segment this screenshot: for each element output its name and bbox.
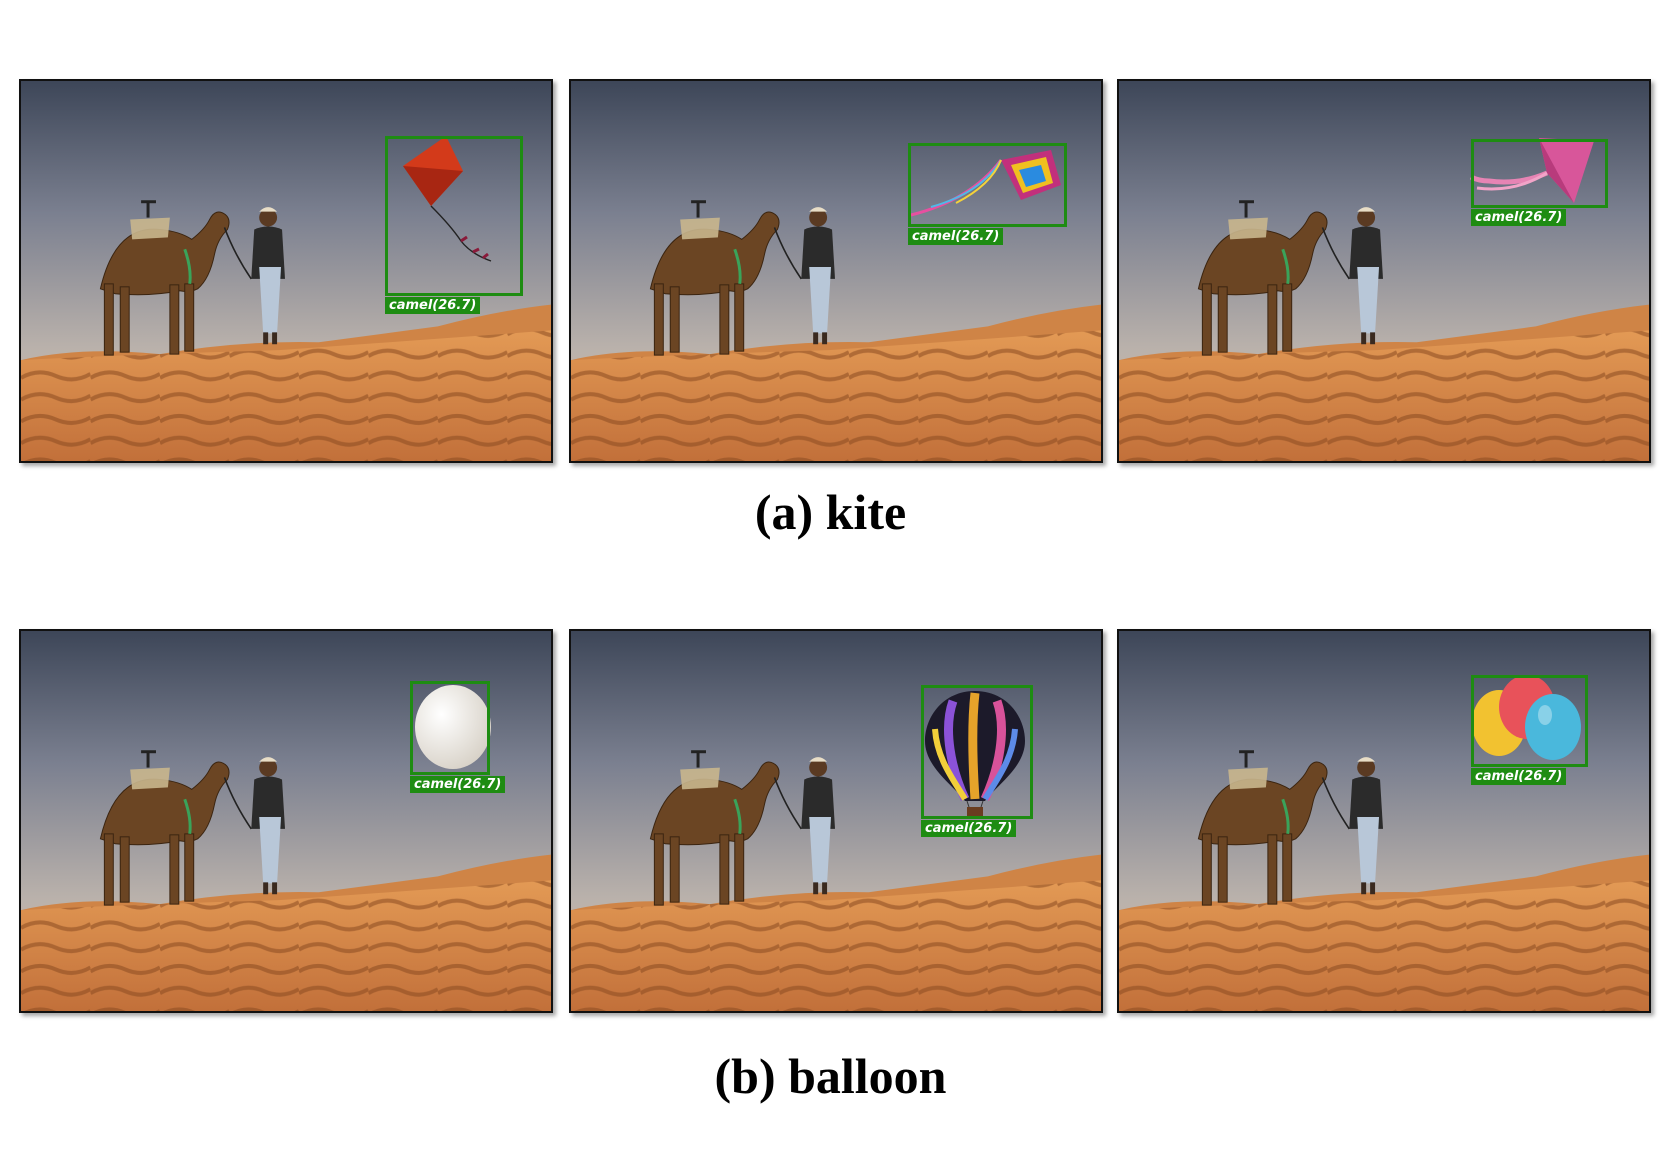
detection-box: camel(26.7) — [385, 136, 523, 314]
detection-box: camel(26.7) — [1471, 675, 1588, 785]
detection-label: camel(26.7) — [410, 776, 506, 793]
detection-label: camel(26.7) — [1471, 768, 1567, 785]
panel-balloon-3: camel(26.7) — [1117, 629, 1651, 1013]
panel-kite-1: camel(26.7) — [19, 79, 553, 463]
red-kite-icon — [391, 136, 501, 266]
detection-label: camel(26.7) — [385, 297, 481, 314]
rainbow-kite-icon — [910, 145, 1061, 225]
panel-balloon-2: camel(26.7) — [569, 629, 1103, 1013]
panel-kite-3: camel(26.7) — [1117, 79, 1651, 463]
detection-label: camel(26.7) — [908, 228, 1004, 245]
detection-label: camel(26.7) — [921, 820, 1017, 837]
detection-box: camel(26.7) — [410, 681, 506, 793]
detection-box: camel(26.7) — [908, 143, 1067, 245]
desert-camel-photo — [571, 81, 1101, 461]
panel-balloon-1: camel(26.7) — [19, 629, 553, 1013]
caption-kite: (a) kite — [754, 484, 907, 540]
detection-box: camel(26.7) — [921, 685, 1033, 837]
panel-kite-2: camel(26.7) — [569, 79, 1103, 463]
pink-kite-icon — [1469, 133, 1599, 208]
hot-air-balloon-icon — [923, 689, 1027, 819]
weather-balloon-icon — [414, 683, 492, 771]
detection-box: camel(26.7) — [1471, 139, 1608, 226]
detection-label: camel(26.7) — [1471, 209, 1567, 226]
caption-balloon: (b) balloon — [714, 1048, 947, 1104]
party-balloons-icon — [1469, 675, 1589, 765]
